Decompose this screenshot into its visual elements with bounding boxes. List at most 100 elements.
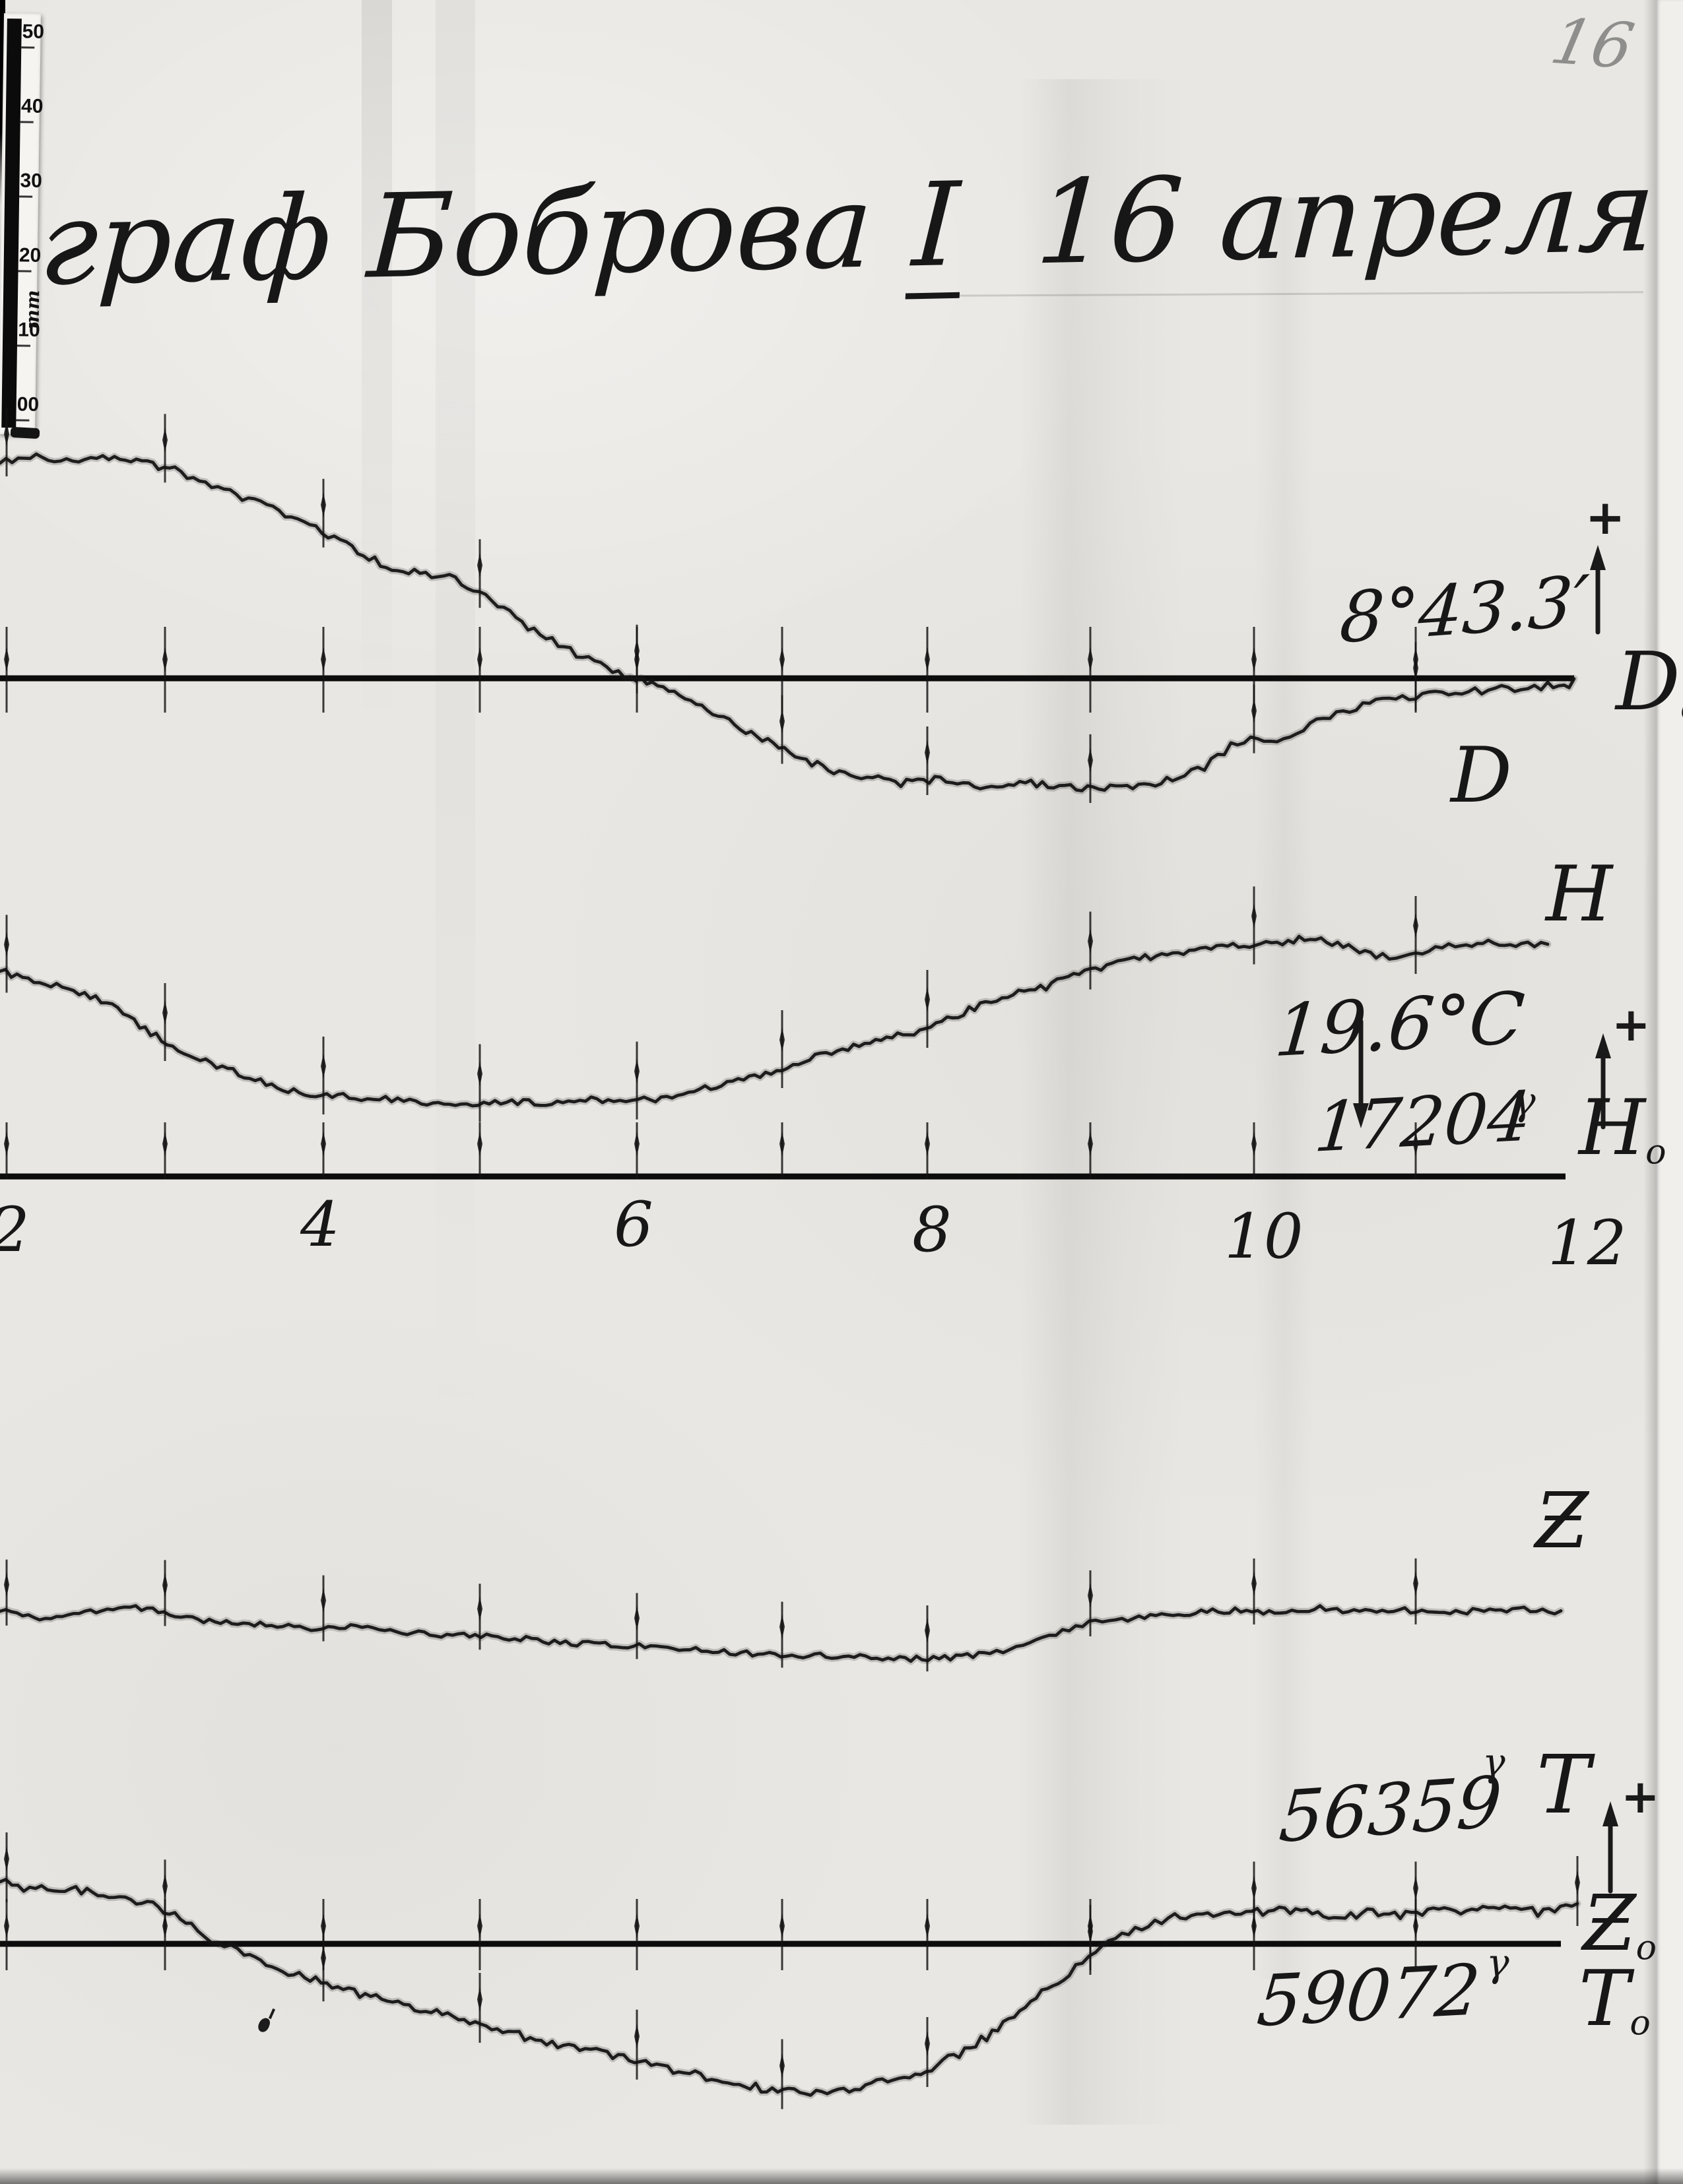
trace-D [0, 452, 1576, 792]
hour-mark-H-diamond [1088, 928, 1093, 954]
hour-mark-H-diamond [779, 1027, 785, 1052]
d0-baseline-label: Do [1616, 635, 1683, 728]
hour-mark-T0-diamond [779, 1913, 785, 1939]
hour-mark-H-diamond [4, 932, 9, 957]
hour-mark-D-diamond [4, 421, 9, 447]
hour-mark-Z0-diamond [477, 1987, 482, 2012]
hour-mark-Z-diamond [779, 1614, 785, 1640]
t-plus-sign: + [1621, 1770, 1660, 1824]
t0-gamma-unit: γ [1486, 1941, 1509, 1985]
hour-mark-Z0-diamond [1575, 1870, 1580, 1896]
hour-mark-H-diamond [477, 1061, 482, 1087]
h-temperature-pointer-arrow [1353, 1019, 1369, 1128]
hour-mark-D0-diamond [321, 647, 326, 672]
hour-mark-Z-diamond [1413, 1570, 1418, 1596]
hour-mark-Z0-diamond [1413, 1875, 1418, 1901]
hour-mark-H-diamond [634, 1058, 640, 1084]
t-value: 56359 [1276, 1760, 1505, 1859]
hour-mark-Z0-diamond [1088, 1919, 1093, 1944]
t-label: T [1536, 1738, 1591, 1832]
hour-mark-Z-diamond [4, 1572, 9, 1597]
hour-mark-D0-diamond [925, 647, 930, 672]
hour-mark-D-diamond [779, 709, 785, 734]
z-trace-label: Ƶ [1535, 1477, 1589, 1566]
hour-mark-T0-diamond [4, 1913, 9, 1939]
trace-Z [0, 1604, 1563, 1663]
hour-mark-D-diamond [1251, 698, 1257, 724]
hour-mark-H0-diamond [1413, 1131, 1418, 1157]
hour-mark-D0-diamond [4, 647, 9, 672]
hour-mark-Z0-diamond [4, 1846, 9, 1872]
hour-mark-Z-diamond [1088, 1583, 1093, 1608]
hour-mark-D0-diamond [779, 647, 785, 672]
d-trace-label: D [1451, 731, 1513, 820]
hour-mark-D-diamond [925, 740, 930, 765]
hour-mark-Z-diamond [321, 1588, 326, 1613]
hour-mark-D-diamond [477, 552, 482, 578]
hour-mark-T0-diamond [925, 1913, 930, 1939]
hour-mark-Z-diamond [1251, 1571, 1257, 1596]
hour-mark-Z0-diamond [634, 2024, 640, 2049]
hour-mark-T0-diamond [321, 1913, 326, 1939]
hour-mark-T0-diamond [634, 1913, 640, 1939]
hour-label-6: 6 [614, 1189, 653, 1261]
hour-mark-D0-diamond [1251, 647, 1257, 672]
hour-mark-D-diamond [1413, 655, 1418, 681]
trace-Z0 [0, 1877, 1579, 2097]
hour-label-2: 2 [0, 1200, 30, 1262]
hour-mark-T0-diamond [477, 1913, 482, 1939]
hour-label-12: 12 [1548, 1207, 1627, 1279]
hour-mark-Z-diamond [925, 1618, 930, 1644]
hour-mark-H-diamond [162, 1000, 168, 1025]
trace-H [0, 934, 1550, 1108]
h0-gamma-unit: γ [1513, 1079, 1536, 1124]
hour-mark-H0-diamond [162, 1131, 168, 1157]
hour-mark-H0-diamond [321, 1131, 326, 1157]
hour-mark-D0-diamond [1088, 647, 1093, 672]
paper-edge [1657, 0, 1683, 2184]
d-plus-sign: + [1585, 490, 1626, 545]
t0-baseline-label: To [1579, 1954, 1651, 2043]
hour-mark-H-diamond [1413, 913, 1418, 938]
baseline-D0 [0, 675, 1574, 682]
temperature-value: 19.6°C [1271, 977, 1528, 1074]
hour-mark-Z0-diamond [162, 1873, 168, 1899]
t0-value: 59072 [1253, 1948, 1484, 2043]
hour-label-8: 8 [912, 1194, 952, 1266]
d-positive-direction-arrow [1590, 545, 1606, 635]
hour-mark-Z-diamond [162, 1572, 168, 1598]
hour-mark-D-diamond [1088, 748, 1093, 773]
baseline-T0 [0, 1941, 1561, 1947]
z0-baseline-label: Ƶo [1583, 1879, 1657, 1968]
hour-label-4: 4 [300, 1189, 340, 1261]
hour-mark-H0-diamond [4, 1131, 9, 1157]
hour-mark-D-diamond [162, 427, 168, 453]
hour-mark-H0-diamond [1088, 1131, 1093, 1157]
trace-D-bleed [0, 450, 1578, 794]
hour-mark-Z0-diamond [779, 2053, 785, 2078]
hour-mark-H0-diamond [477, 1131, 482, 1157]
hour-mark-H0-diamond [779, 1131, 785, 1157]
hour-mark-D-diamond [321, 492, 326, 518]
paper-edge-shadow [1643, 0, 1657, 2184]
scanner-bottom-edge [0, 2168, 1683, 2184]
h-positive-direction-arrow [1595, 1033, 1611, 1130]
hour-mark-D0-diamond [477, 647, 482, 672]
hour-mark-H-diamond [1251, 903, 1257, 929]
declination-value: 8°43.3′ [1337, 560, 1591, 659]
hour-mark-Z0-diamond [1251, 1875, 1257, 1901]
h0-baseline-label: Ho [1579, 1083, 1666, 1172]
hour-label-10: 10 [1224, 1201, 1304, 1273]
h-plus-sign: + [1612, 998, 1651, 1052]
hour-mark-Z-diamond [477, 1596, 482, 1622]
t-gamma-unit: γ [1482, 1740, 1505, 1785]
t-positive-direction-arrow [1602, 1801, 1618, 1894]
hour-mark-Z0-diamond [321, 1945, 326, 1971]
hour-mark-D0-diamond [162, 647, 168, 672]
hour-mark-H0-diamond [925, 1131, 930, 1157]
hour-mark-H-diamond [925, 986, 930, 1012]
hour-mark-D-diamond [634, 638, 640, 664]
h-trace-label: H [1546, 850, 1613, 939]
